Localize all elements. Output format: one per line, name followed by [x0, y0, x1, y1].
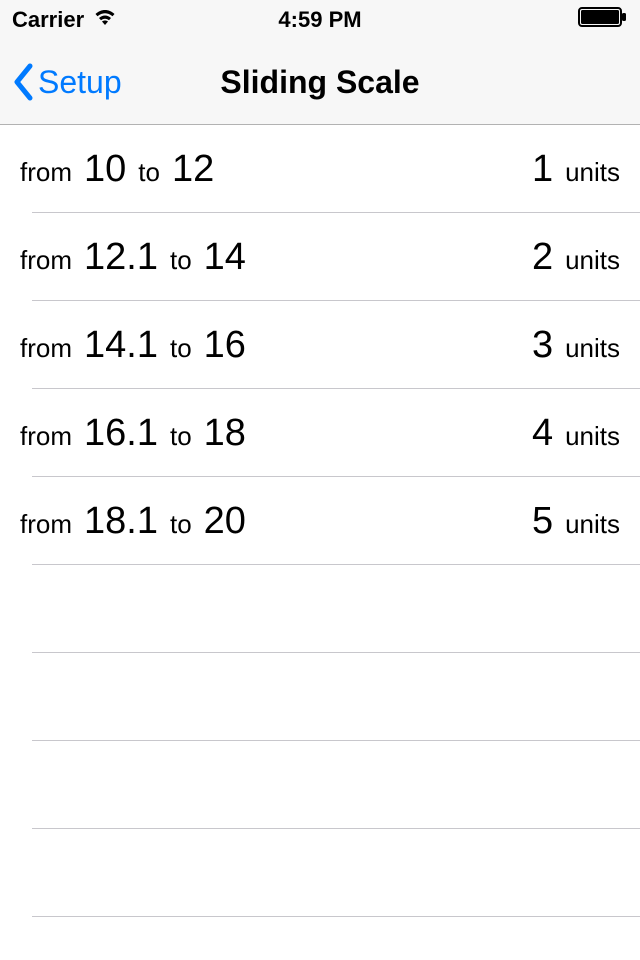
to-value: 20 — [204, 500, 246, 543]
status-left: Carrier — [12, 7, 118, 33]
from-label: from — [20, 245, 72, 276]
chevron-left-icon — [12, 63, 34, 101]
units-label: units — [565, 245, 620, 276]
status-time: 4:59 PM — [278, 7, 361, 33]
to-value: 16 — [204, 324, 246, 367]
to-label: to — [138, 157, 160, 188]
from-label: from — [20, 157, 72, 188]
units-label: units — [565, 333, 620, 364]
from-label: from — [20, 509, 72, 540]
to-label: to — [170, 333, 192, 364]
from-value: 14.1 — [84, 324, 158, 367]
nav-bar: Setup Sliding Scale — [0, 40, 640, 125]
status-right — [578, 7, 628, 33]
from-value: 10 — [84, 148, 126, 191]
table-row-empty[interactable] — [0, 565, 640, 653]
table-row-empty[interactable] — [0, 653, 640, 741]
to-value: 12 — [172, 148, 214, 191]
table-row[interactable]: from 18.1 to 20 5 units — [0, 477, 640, 565]
back-label: Setup — [38, 64, 122, 101]
units-label: units — [565, 509, 620, 540]
units-label: units — [565, 421, 620, 452]
from-value: 18.1 — [84, 500, 158, 543]
to-value: 18 — [204, 412, 246, 455]
table-row[interactable]: from 12.1 to 14 2 units — [0, 213, 640, 301]
to-value: 14 — [204, 236, 246, 279]
from-value: 12.1 — [84, 236, 158, 279]
table-row-empty[interactable] — [0, 829, 640, 917]
status-bar: Carrier 4:59 PM — [0, 0, 640, 40]
units-value: 3 — [532, 324, 553, 367]
table-row[interactable]: from 14.1 to 16 3 units — [0, 301, 640, 389]
battery-icon — [578, 7, 628, 33]
units-value: 1 — [532, 148, 553, 191]
to-label: to — [170, 421, 192, 452]
units-label: units — [565, 157, 620, 188]
table-row[interactable]: from 16.1 to 18 4 units — [0, 389, 640, 477]
table-row-empty[interactable] — [0, 741, 640, 829]
table-row[interactable]: from 10 to 12 1 units — [0, 125, 640, 213]
carrier-label: Carrier — [12, 7, 84, 33]
from-label: from — [20, 421, 72, 452]
from-label: from — [20, 333, 72, 364]
to-label: to — [170, 245, 192, 276]
units-value: 4 — [532, 412, 553, 455]
wifi-icon — [92, 7, 118, 33]
page-title: Sliding Scale — [220, 64, 419, 101]
back-button[interactable]: Setup — [12, 63, 122, 101]
from-value: 16.1 — [84, 412, 158, 455]
to-label: to — [170, 509, 192, 540]
units-value: 5 — [532, 500, 553, 543]
units-value: 2 — [532, 236, 553, 279]
table-content: from 10 to 12 1 units from 12.1 to 14 2 … — [0, 125, 640, 917]
